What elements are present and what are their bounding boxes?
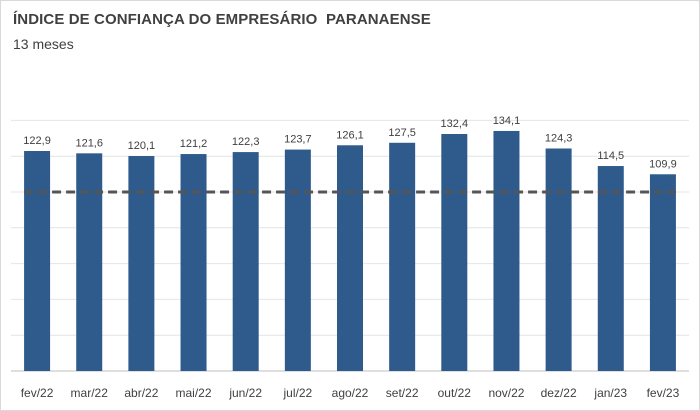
bar-dez-22 — [545, 148, 572, 371]
x-tick-label: abr/22 — [124, 386, 158, 400]
bar-jan-23 — [597, 166, 624, 371]
chart-subtitle: 13 meses — [13, 36, 74, 52]
value-label: 114,5 — [597, 150, 624, 162]
value-label: 121,6 — [75, 137, 103, 149]
value-label: 132,4 — [441, 118, 469, 130]
bar-out-22 — [441, 134, 468, 371]
bar-jun-22 — [232, 152, 259, 371]
x-tick-label: jul/22 — [283, 386, 313, 400]
x-tick-labels: fev/22 mar/22 abr/22 mai/22 jun/22 jul/22 ago/… — [21, 386, 680, 400]
value-label: 124,3 — [545, 133, 573, 145]
bar-fev-22 — [24, 151, 51, 371]
x-tick-label: dez/22 — [541, 386, 577, 400]
value-label: 122,3 — [232, 136, 260, 148]
chart-title: ÍNDICE DE CONFIANÇA DO EMPRESÁRIO PARANA… — [13, 11, 431, 28]
value-label: 134,1 — [493, 115, 521, 127]
bar-mai-22 — [180, 154, 207, 371]
bar-set-22 — [389, 142, 416, 371]
value-label: 123,7 — [284, 134, 312, 146]
bar-abr-22 — [128, 156, 155, 371]
x-tick-label: set/22 — [386, 386, 419, 400]
bar-ago-22 — [337, 145, 363, 371]
bar-fev-23 — [649, 174, 676, 371]
x-tick-label: fev/22 — [21, 386, 54, 400]
value-label: 121,2 — [180, 138, 208, 150]
x-tick-label: ago/22 — [332, 386, 369, 400]
value-label: 122,9 — [23, 135, 51, 147]
value-label: 109,9 — [649, 158, 677, 170]
value-label: 126,1 — [336, 129, 364, 141]
bar-jul-22 — [284, 149, 311, 371]
value-labels: 122,9 121,6 120,1 121,2 122,3 123,7 126,1 127,5… — [23, 115, 676, 170]
x-tick-label: fev/23 — [647, 386, 680, 400]
value-label: 120,1 — [128, 140, 156, 152]
value-label: 127,5 — [388, 127, 416, 139]
x-tick-label: mai/22 — [176, 386, 212, 400]
x-tick-label: mar/22 — [71, 386, 109, 400]
x-tick-label: jan/23 — [593, 386, 627, 400]
x-tick-label: nov/22 — [488, 386, 524, 400]
bar-mar-22 — [76, 153, 103, 371]
bars — [24, 130, 676, 371]
bar-nov-22 — [493, 130, 520, 371]
x-tick-label: jun/22 — [228, 386, 262, 400]
x-tick-label: out/22 — [438, 386, 472, 400]
